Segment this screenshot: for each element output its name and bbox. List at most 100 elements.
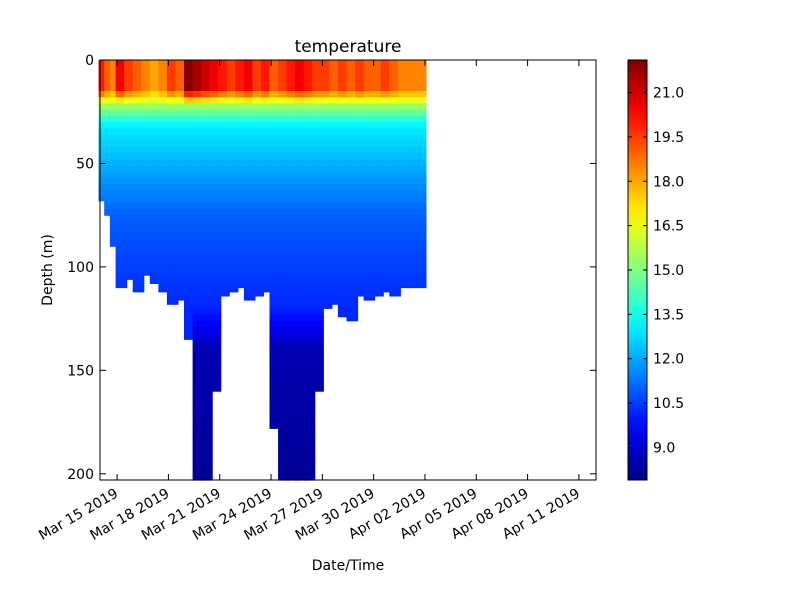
temperature-point [252, 215, 264, 222]
temperature-point [286, 190, 299, 198]
temperature-point [295, 382, 307, 390]
temperature-point [192, 221, 205, 229]
temperature-point [109, 128, 119, 136]
temperature-point [166, 60, 179, 67]
temperature-point [149, 202, 162, 210]
temperature-point [406, 190, 427, 198]
temperature-point [261, 177, 273, 185]
temperature-point [406, 97, 427, 104]
temperature-point [397, 146, 410, 154]
temperature-point [329, 258, 341, 266]
temperature-point [295, 109, 307, 117]
temperature-point [166, 240, 179, 247]
temperature-point [397, 227, 410, 235]
temperature-point [312, 209, 324, 216]
temperature-point [124, 115, 136, 123]
temperature-point [397, 258, 410, 266]
temperature-point [175, 190, 188, 198]
temperature-point [303, 91, 316, 98]
temperature-point [184, 165, 196, 173]
temperature-point [269, 357, 282, 365]
temperature-point [243, 227, 256, 235]
temperature-point [303, 153, 316, 160]
temperature-point [261, 146, 273, 154]
temperature-point [303, 66, 316, 73]
temperature-point [355, 134, 367, 142]
temperature-point [184, 177, 196, 185]
temperature-point [380, 165, 393, 173]
temperature-point [303, 103, 316, 111]
temperature-point [124, 97, 136, 104]
profile-cast [320, 60, 333, 309]
temperature-point [192, 209, 205, 216]
temperature-point [406, 252, 427, 260]
temperature-point [337, 252, 350, 260]
temperature-point [184, 308, 196, 316]
temperature-point [406, 277, 427, 284]
temperature-point [372, 209, 384, 216]
temperature-point [372, 103, 384, 111]
temperature-point [109, 84, 119, 92]
temperature-point [115, 171, 128, 179]
temperature-point [380, 246, 393, 253]
temperature-point [124, 246, 136, 253]
temperature-point [269, 134, 282, 142]
temperature-point [149, 84, 162, 92]
temperature-point [124, 103, 136, 111]
temperature-point [132, 221, 145, 229]
temperature-point [286, 333, 299, 340]
temperature-point [149, 221, 162, 229]
temperature-point [218, 91, 230, 98]
temperature-point [372, 140, 384, 148]
temperature-point [243, 109, 256, 117]
temperature-point [218, 97, 230, 104]
temperature-point [269, 277, 282, 284]
profile-cast [218, 60, 230, 297]
temperature-point [124, 84, 136, 92]
temperature-point [226, 202, 239, 210]
temperature-point [269, 103, 282, 111]
temperature-point [235, 84, 247, 92]
temperature-point [397, 177, 410, 185]
temperature-point [286, 308, 299, 316]
temperature-point [192, 438, 205, 446]
temperature-point [192, 159, 205, 167]
temperature-point [312, 308, 324, 316]
temperature-point [158, 177, 170, 185]
temperature-point [132, 109, 145, 117]
temperature-point [363, 140, 376, 148]
temperature-point [355, 66, 367, 73]
temperature-point [303, 370, 316, 378]
temperature-point [252, 258, 264, 266]
temperature-point [109, 97, 119, 104]
temperature-point [397, 109, 410, 117]
temperature-point [269, 382, 282, 390]
temperature-point [158, 91, 170, 98]
temperature-point [329, 109, 341, 117]
temperature-point [337, 277, 350, 284]
temperature-point [303, 438, 316, 446]
temperature-point [286, 78, 299, 86]
temperature-point [355, 227, 367, 235]
temperature-point [192, 153, 205, 160]
temperature-point [389, 115, 401, 123]
temperature-point [166, 221, 179, 229]
temperature-point [372, 215, 384, 222]
temperature-point [252, 202, 264, 210]
temperature-point [149, 146, 162, 154]
temperature-point [312, 271, 324, 278]
temperature-point [184, 196, 196, 204]
temperature-point [158, 171, 170, 179]
temperature-point [312, 165, 324, 173]
temperature-point [235, 72, 247, 80]
temperature-point [132, 240, 145, 247]
temperature-point [295, 438, 307, 446]
temperature-point [295, 159, 307, 167]
temperature-point [303, 227, 316, 235]
temperature-point [337, 97, 350, 104]
temperature-point [278, 438, 290, 446]
temperature-point [243, 184, 256, 191]
temperature-point [406, 66, 427, 73]
temperature-point [363, 209, 376, 216]
temperature-point [218, 190, 230, 198]
